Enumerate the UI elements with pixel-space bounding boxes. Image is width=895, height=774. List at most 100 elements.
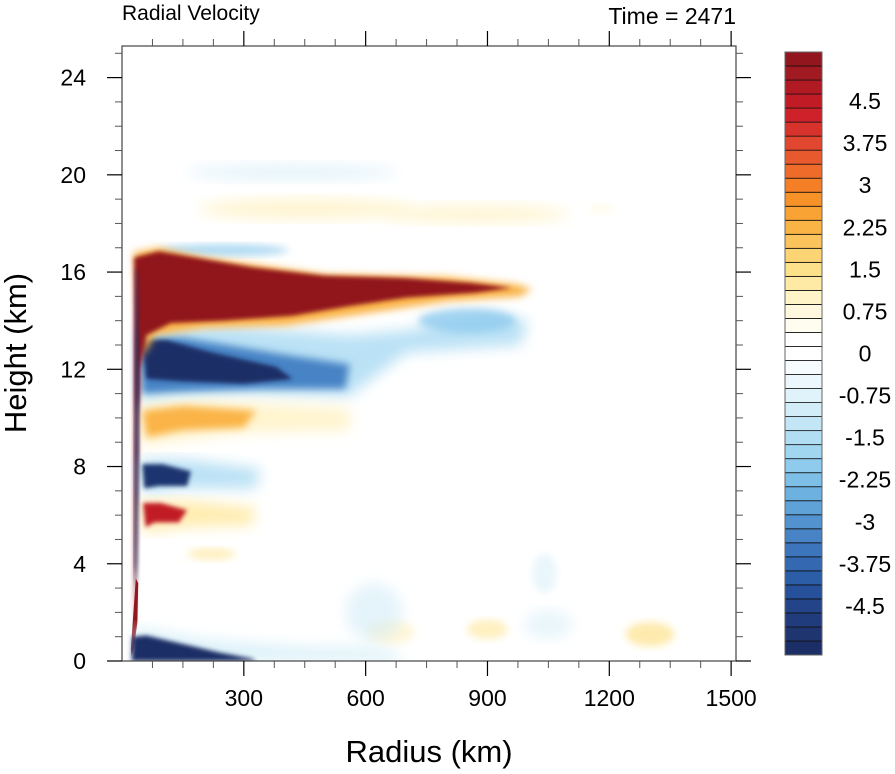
y-tick-label: 20 xyxy=(60,162,86,188)
colorbar-box xyxy=(784,304,823,319)
colorbar-box xyxy=(784,556,823,572)
colorbar-box xyxy=(784,79,823,95)
inflow-patch-14km xyxy=(418,308,516,333)
colorbar-box xyxy=(784,612,823,628)
colorbar-box xyxy=(784,289,823,305)
colorbar-box xyxy=(784,149,823,165)
y-tick-label: 8 xyxy=(73,454,86,480)
colorbar-label: 0 xyxy=(859,341,872,367)
colorbar-box xyxy=(784,598,823,614)
weak-outflow-patch-c xyxy=(625,622,675,647)
y-axis: 0 4 8 12 16 20 24 xyxy=(60,52,751,674)
weak-outflow-18km-c xyxy=(588,204,614,214)
colorbar-box xyxy=(784,374,823,389)
weak-inflow-17km xyxy=(158,244,289,257)
outflow-band-10km-core xyxy=(142,405,256,438)
colorbar-box xyxy=(784,247,823,263)
colorbar-box xyxy=(784,500,823,516)
colorbar-box xyxy=(784,570,823,586)
colorbar-box xyxy=(784,542,823,558)
x-tick-label: 900 xyxy=(468,685,506,711)
colorbar-frame xyxy=(784,51,823,656)
colorbar-label: -2.25 xyxy=(839,467,891,493)
colorbar-label: 0.75 xyxy=(843,298,888,324)
colorbar-box xyxy=(784,233,823,249)
colorbar: 4.5 3.75 3 2.25 1.5 0.75 0 -0.75 -1.5 -2.25 -3 -3.7… xyxy=(784,51,891,656)
weak-inflow-20km xyxy=(186,163,399,181)
colorbar-box xyxy=(784,346,823,361)
colorbar-box xyxy=(784,275,823,291)
x-tick-label: 1500 xyxy=(706,685,757,711)
colorbar-box xyxy=(784,444,823,460)
colorbar-box xyxy=(784,93,823,109)
inflow-layer-12km-core xyxy=(142,340,293,384)
x-tick-label: 600 xyxy=(346,685,384,711)
colorbar-label: 2.25 xyxy=(843,214,888,240)
colorbar-box xyxy=(784,388,823,403)
eyewall-outflow-lower xyxy=(130,578,139,657)
x-axis-label: Radius (km) xyxy=(345,734,512,769)
x-tick-label: 1200 xyxy=(584,685,635,711)
colorbar-box xyxy=(784,584,823,600)
colorbar-label: -4.5 xyxy=(845,593,885,619)
chart-subtitle: Time = 2471 xyxy=(608,3,736,29)
colorbar-box xyxy=(784,219,823,235)
colorbar-box xyxy=(784,107,823,123)
colorbar-box xyxy=(784,430,823,446)
colorbar-label: -3 xyxy=(855,509,875,535)
colorbar-box xyxy=(784,514,823,530)
y-tick-label: 16 xyxy=(60,259,86,285)
colorbar-box xyxy=(784,191,823,207)
outflow-band-6km-core xyxy=(143,503,187,528)
weak-inflow-patch-c xyxy=(532,554,557,593)
y-axis-label: Height (km) xyxy=(0,273,33,433)
weak-outflow-18km-b xyxy=(381,204,569,224)
colorbar-box xyxy=(784,528,823,544)
colorbar-box xyxy=(784,472,823,488)
chart-title: Radial Velocity xyxy=(122,2,260,25)
colorbar-box xyxy=(784,163,823,179)
colorbar-box xyxy=(784,51,823,67)
colorbar-box xyxy=(784,261,823,277)
x-axis: 300 600 900 1200 1500 xyxy=(151,31,757,711)
x-tick-label: 300 xyxy=(225,685,263,711)
colorbar-label: 3.75 xyxy=(843,130,888,156)
colorbar-box xyxy=(784,332,823,347)
colorbar-box xyxy=(784,458,823,474)
outflow-patch-4km xyxy=(186,547,236,561)
y-tick-label: 24 xyxy=(60,65,86,91)
colorbar-label: -3.75 xyxy=(839,551,891,577)
weak-outflow-18km-a xyxy=(199,197,411,220)
outflow-jet-core xyxy=(134,251,512,632)
weak-inflow-patch-b xyxy=(524,609,573,640)
inflow-band-8km-core xyxy=(142,464,191,489)
colorbar-box xyxy=(784,318,823,333)
y-tick-label: 0 xyxy=(73,648,86,674)
velocity-field xyxy=(130,163,675,661)
plot-area xyxy=(122,46,736,661)
colorbar-box xyxy=(784,626,823,642)
colorbar-box xyxy=(784,177,823,193)
eyewall-inflow-column xyxy=(134,267,140,589)
colorbar-label: 1.5 xyxy=(849,256,881,282)
weak-inflow-patch-a xyxy=(345,583,403,642)
colorbar-label: 4.5 xyxy=(849,88,881,114)
colorbar-box xyxy=(784,416,823,432)
colorbar-box xyxy=(784,486,823,502)
plot-frame xyxy=(121,45,737,662)
colorbar-box xyxy=(784,65,823,81)
y-tick-label: 4 xyxy=(73,551,86,577)
colorbar-box xyxy=(784,205,823,221)
colorbar-label: 3 xyxy=(859,172,872,198)
colorbar-box xyxy=(784,121,823,137)
colorbar-box xyxy=(784,360,823,375)
y-tick-label: 12 xyxy=(60,356,86,382)
bl-inflow-core xyxy=(131,635,256,661)
colorbar-box xyxy=(784,640,823,656)
colorbar-label: -0.75 xyxy=(839,383,891,409)
colorbar-label: -1.5 xyxy=(845,425,885,451)
colorbar-box xyxy=(784,402,823,418)
colorbar-box xyxy=(784,135,823,151)
weak-outflow-patch-b xyxy=(467,619,508,640)
